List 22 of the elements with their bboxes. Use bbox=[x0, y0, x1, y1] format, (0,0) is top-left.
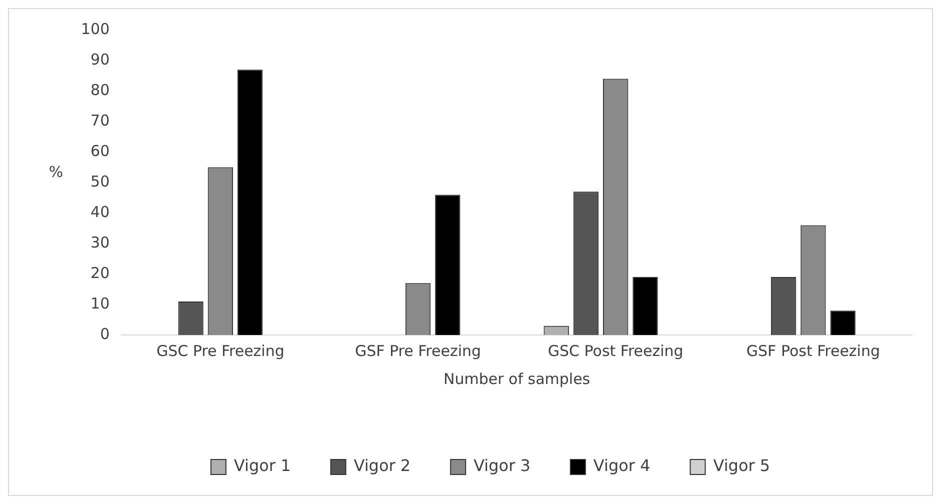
y-axis-title: % bbox=[48, 163, 64, 182]
x-tick-label: GSF Post Freezing bbox=[746, 342, 880, 360]
legend-label: Vigor 1 bbox=[234, 456, 291, 476]
y-tick-label: 20 bbox=[90, 264, 110, 282]
x-tick-label: GSF Pre Freezing bbox=[354, 342, 482, 360]
y-tick-label: 80 bbox=[90, 80, 110, 99]
y-tick-label: 70 bbox=[90, 111, 110, 130]
y-tick-label: 40 bbox=[90, 202, 110, 221]
y-tick-label: 100 bbox=[80, 20, 110, 38]
y-tick-label: 50 bbox=[90, 172, 110, 190]
x-tick-label: GSC Pre Freezing bbox=[156, 342, 284, 360]
legend-label: Vigor 5 bbox=[713, 456, 770, 476]
x-axis-title: Number of samples bbox=[444, 370, 590, 388]
y-tick-label: 60 bbox=[90, 142, 110, 160]
y-tick-label: 10 bbox=[90, 294, 110, 312]
y-tick-label: 0 bbox=[100, 324, 110, 343]
legend-label: Vigor 2 bbox=[354, 456, 411, 476]
x-tick-label: GSC Post Freezing bbox=[548, 342, 684, 360]
legend-label: Vigor 4 bbox=[593, 456, 650, 476]
y-tick-label: 30 bbox=[90, 233, 110, 252]
legend-label: Vigor 3 bbox=[474, 456, 530, 476]
y-tick-label: 90 bbox=[90, 50, 110, 68]
